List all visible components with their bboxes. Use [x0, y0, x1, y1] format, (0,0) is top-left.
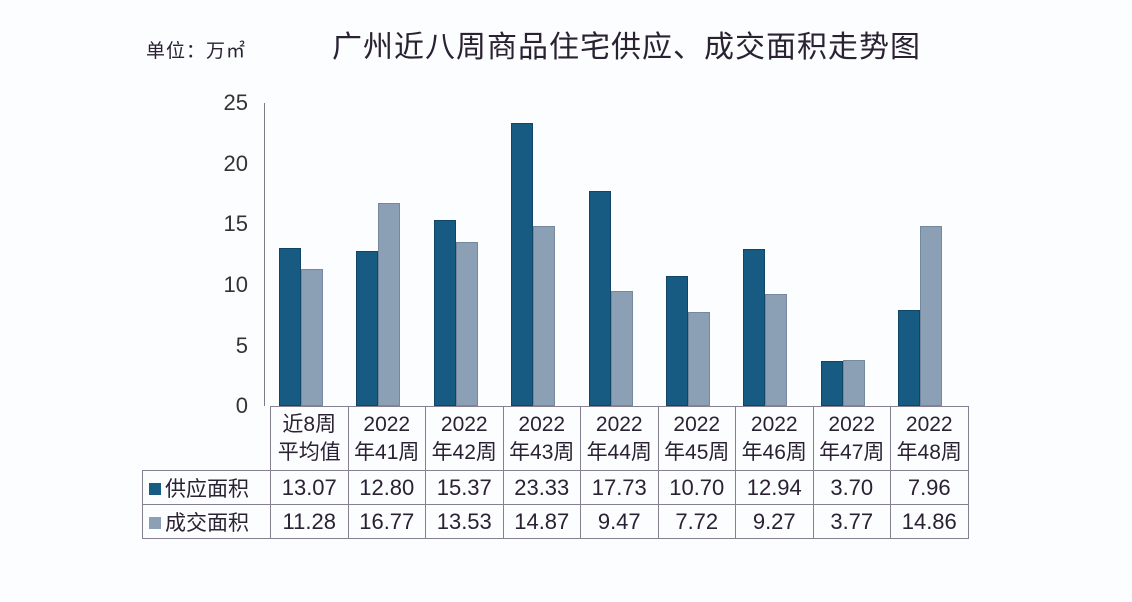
value-cell: 9.47	[580, 504, 659, 539]
category-cell: 2022 年45周	[657, 406, 736, 471]
y-axis-line	[264, 103, 265, 406]
legend-swatch-deal-icon	[149, 516, 161, 529]
value-cell: 3.70	[812, 470, 891, 505]
unit-label: 单位：万㎡	[146, 40, 247, 62]
data-table: 近8周 平均值 2022 年41周 2022 年42周 2022 年43周 2022 年4…	[142, 406, 969, 539]
plot-area	[265, 103, 962, 406]
value-cell: 14.87	[502, 504, 581, 539]
bar-deal	[687, 312, 710, 406]
value-cell: 15.37	[425, 470, 504, 505]
category-cell: 2022 年46周	[735, 406, 814, 471]
legend-swatch-supply-icon	[149, 482, 161, 495]
bar-supply	[820, 361, 843, 406]
bar-supply	[665, 276, 688, 406]
category-cell: 2022 年44周	[580, 406, 659, 471]
category-cell: 2022 年41周	[347, 406, 426, 471]
bar-supply	[433, 219, 456, 406]
bar-deal	[920, 225, 943, 406]
bar-supply	[743, 249, 766, 406]
bar-deal	[300, 269, 323, 406]
deal-row: 成交面积 11.28 16.77 13.53 14.87 9.47 7.72 9…	[142, 504, 969, 539]
y-tick: 15	[223, 211, 248, 236]
bar-deal	[765, 293, 788, 406]
y-tick: 5	[235, 333, 248, 358]
value-cell: 17.73	[580, 470, 659, 505]
value-cell: 13.07	[270, 470, 349, 505]
bar-deal	[533, 225, 556, 406]
value-cell: 12.80	[347, 470, 426, 505]
table-corner	[142, 406, 271, 471]
bar-supply	[898, 309, 921, 406]
bar-deal	[378, 202, 401, 406]
bar-supply	[588, 191, 611, 406]
value-cell: 14.86	[890, 504, 969, 539]
category-cell: 2022 年47周	[812, 406, 891, 471]
bar-supply	[278, 247, 301, 406]
value-cell: 16.77	[347, 504, 426, 539]
y-tick: 10	[223, 272, 248, 297]
value-cell: 7.72	[657, 504, 736, 539]
category-header-row: 近8周 平均值 2022 年41周 2022 年42周 2022 年43周 2022 年4…	[142, 406, 969, 471]
value-cell: 9.27	[735, 504, 814, 539]
category-cell: 近8周 平均值	[270, 406, 349, 471]
value-cell: 3.77	[812, 504, 891, 539]
bar-supply	[511, 123, 534, 406]
bar-deal	[610, 291, 633, 406]
value-cell: 23.33	[502, 470, 581, 505]
y-tick: 20	[223, 151, 248, 176]
y-tick: 25	[223, 90, 248, 115]
value-cell: 7.96	[890, 470, 969, 505]
bar-deal	[842, 360, 865, 406]
category-cell: 2022 年43周	[502, 406, 581, 471]
value-cell: 11.28	[270, 504, 349, 539]
legend-deal: 成交面积	[142, 504, 271, 539]
value-cell: 12.94	[735, 470, 814, 505]
legend-supply: 供应面积	[142, 470, 271, 505]
supply-row: 供应面积 13.07 12.80 15.37 23.33 17.73 10.70…	[142, 470, 969, 505]
category-cell: 2022 年42周	[425, 406, 504, 471]
category-cell: 2022 年48周	[890, 406, 969, 471]
value-cell: 10.70	[657, 470, 736, 505]
bar-supply	[356, 250, 379, 406]
chart-title: 广州近八周商品住宅供应、成交面积走势图	[332, 30, 921, 65]
bar-deal	[455, 242, 478, 406]
value-cell: 13.53	[425, 504, 504, 539]
